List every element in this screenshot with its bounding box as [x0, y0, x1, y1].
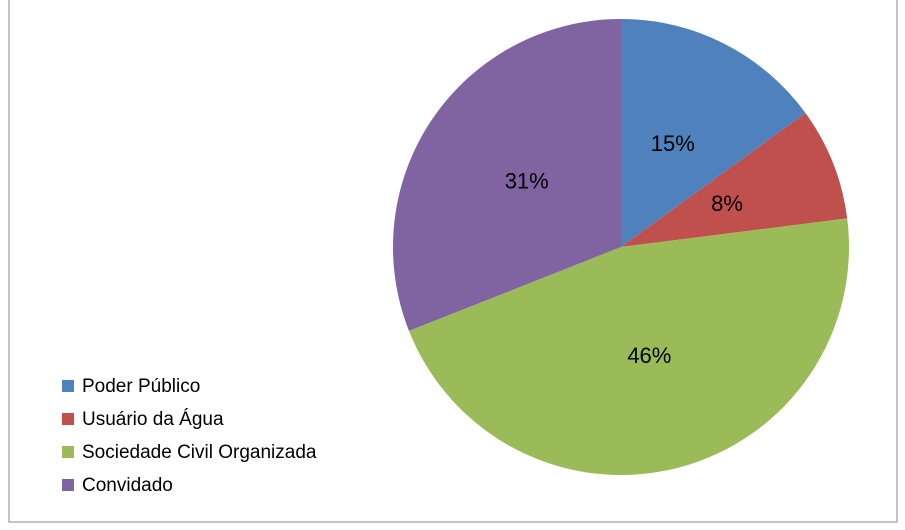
- pie-slice: [621, 112, 848, 248]
- legend-label: Sociedade Civil Organizada: [82, 442, 317, 463]
- slice-label: 15%: [651, 131, 695, 156]
- legend-label: Convidado: [82, 475, 173, 496]
- pie-slice: [621, 19, 806, 247]
- slice-label: 31%: [505, 169, 549, 194]
- slice-label: 46%: [627, 343, 671, 368]
- pie-slice: [409, 218, 849, 476]
- slice-label: 8%: [711, 191, 743, 216]
- legend-swatch: [62, 380, 74, 392]
- legend-label: Usuário da Água: [82, 409, 224, 430]
- legend-swatch: [62, 479, 74, 491]
- pie-slice: [392, 19, 621, 331]
- legend-label: Poder Público: [82, 376, 200, 397]
- legend-swatch: [62, 413, 74, 425]
- legend-swatch: [62, 446, 74, 458]
